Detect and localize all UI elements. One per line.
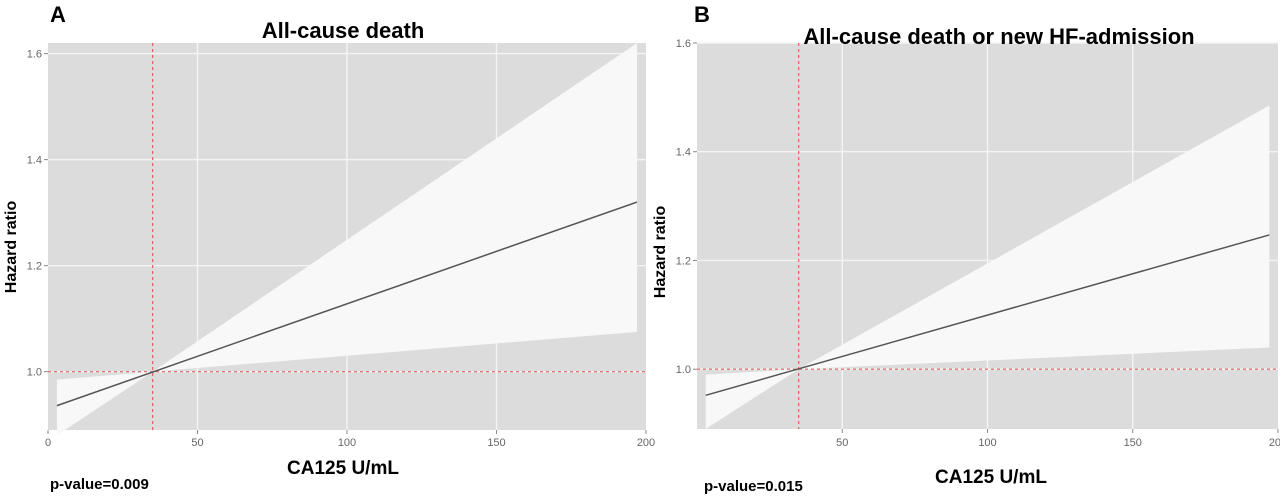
x-tick-label: 150 [1124,437,1142,449]
x-tick-label: 200 [1269,437,1280,449]
x-axis-label: CA125 U/mL [287,458,399,479]
y-tick-label: 1.4 [676,147,691,159]
panel-b: 50 100 150 200 1.0 1.2 1.4 1.6 B All-cause dea… [652,2,1280,495]
y-tick-label: 1.2 [676,255,691,267]
p-value-annotation: p-value=0.015 [704,478,803,495]
x-tick-label: 100 [338,437,356,449]
hazard-ratio-line [56,201,638,407]
y-axis-label: Hazard ratio [652,206,669,299]
x-tick-label: 50 [191,437,203,449]
panel-letter: A [50,2,66,27]
y-axis-label: Hazard ratio [3,201,20,294]
y-tick-label: 1.4 [27,155,42,167]
confidence-band [56,43,638,436]
hazard-ratio-line [705,234,1270,397]
x-tick-label: 150 [487,437,505,449]
x-tick-label: 200 [637,437,655,449]
y-tick-label: 1.0 [27,367,42,379]
y-tick-label: 1.0 [676,364,691,376]
x-axis-ticks: 0 50 100 150 200 [45,430,655,449]
panel-letter: B [694,2,710,27]
x-axis-label: CA125 U/mL [935,467,1047,488]
x-tick-label: 100 [978,437,996,449]
x-tick-label: 0 [45,437,51,449]
y-axis-ticks: 1.0 1.2 1.4 1.6 [27,49,48,379]
y-axis-ticks: 1.0 1.2 1.4 1.6 [676,38,697,376]
x-axis-ticks: 50 100 150 200 [836,429,1280,449]
y-tick-label: 1.2 [27,261,42,273]
panel-a: 0 50 100 150 200 1.0 1.2 1.4 1.6 A All-cause de… [3,2,655,493]
chart-title: All-cause death [262,18,425,43]
p-value-annotation: p-value=0.009 [50,476,149,493]
x-tick-label: 50 [836,437,848,449]
chart-title: All-cause death or new HF-admission [803,24,1194,49]
y-tick-label: 1.6 [27,49,42,61]
confidence-band [705,105,1270,430]
y-tick-label: 1.6 [676,38,691,50]
